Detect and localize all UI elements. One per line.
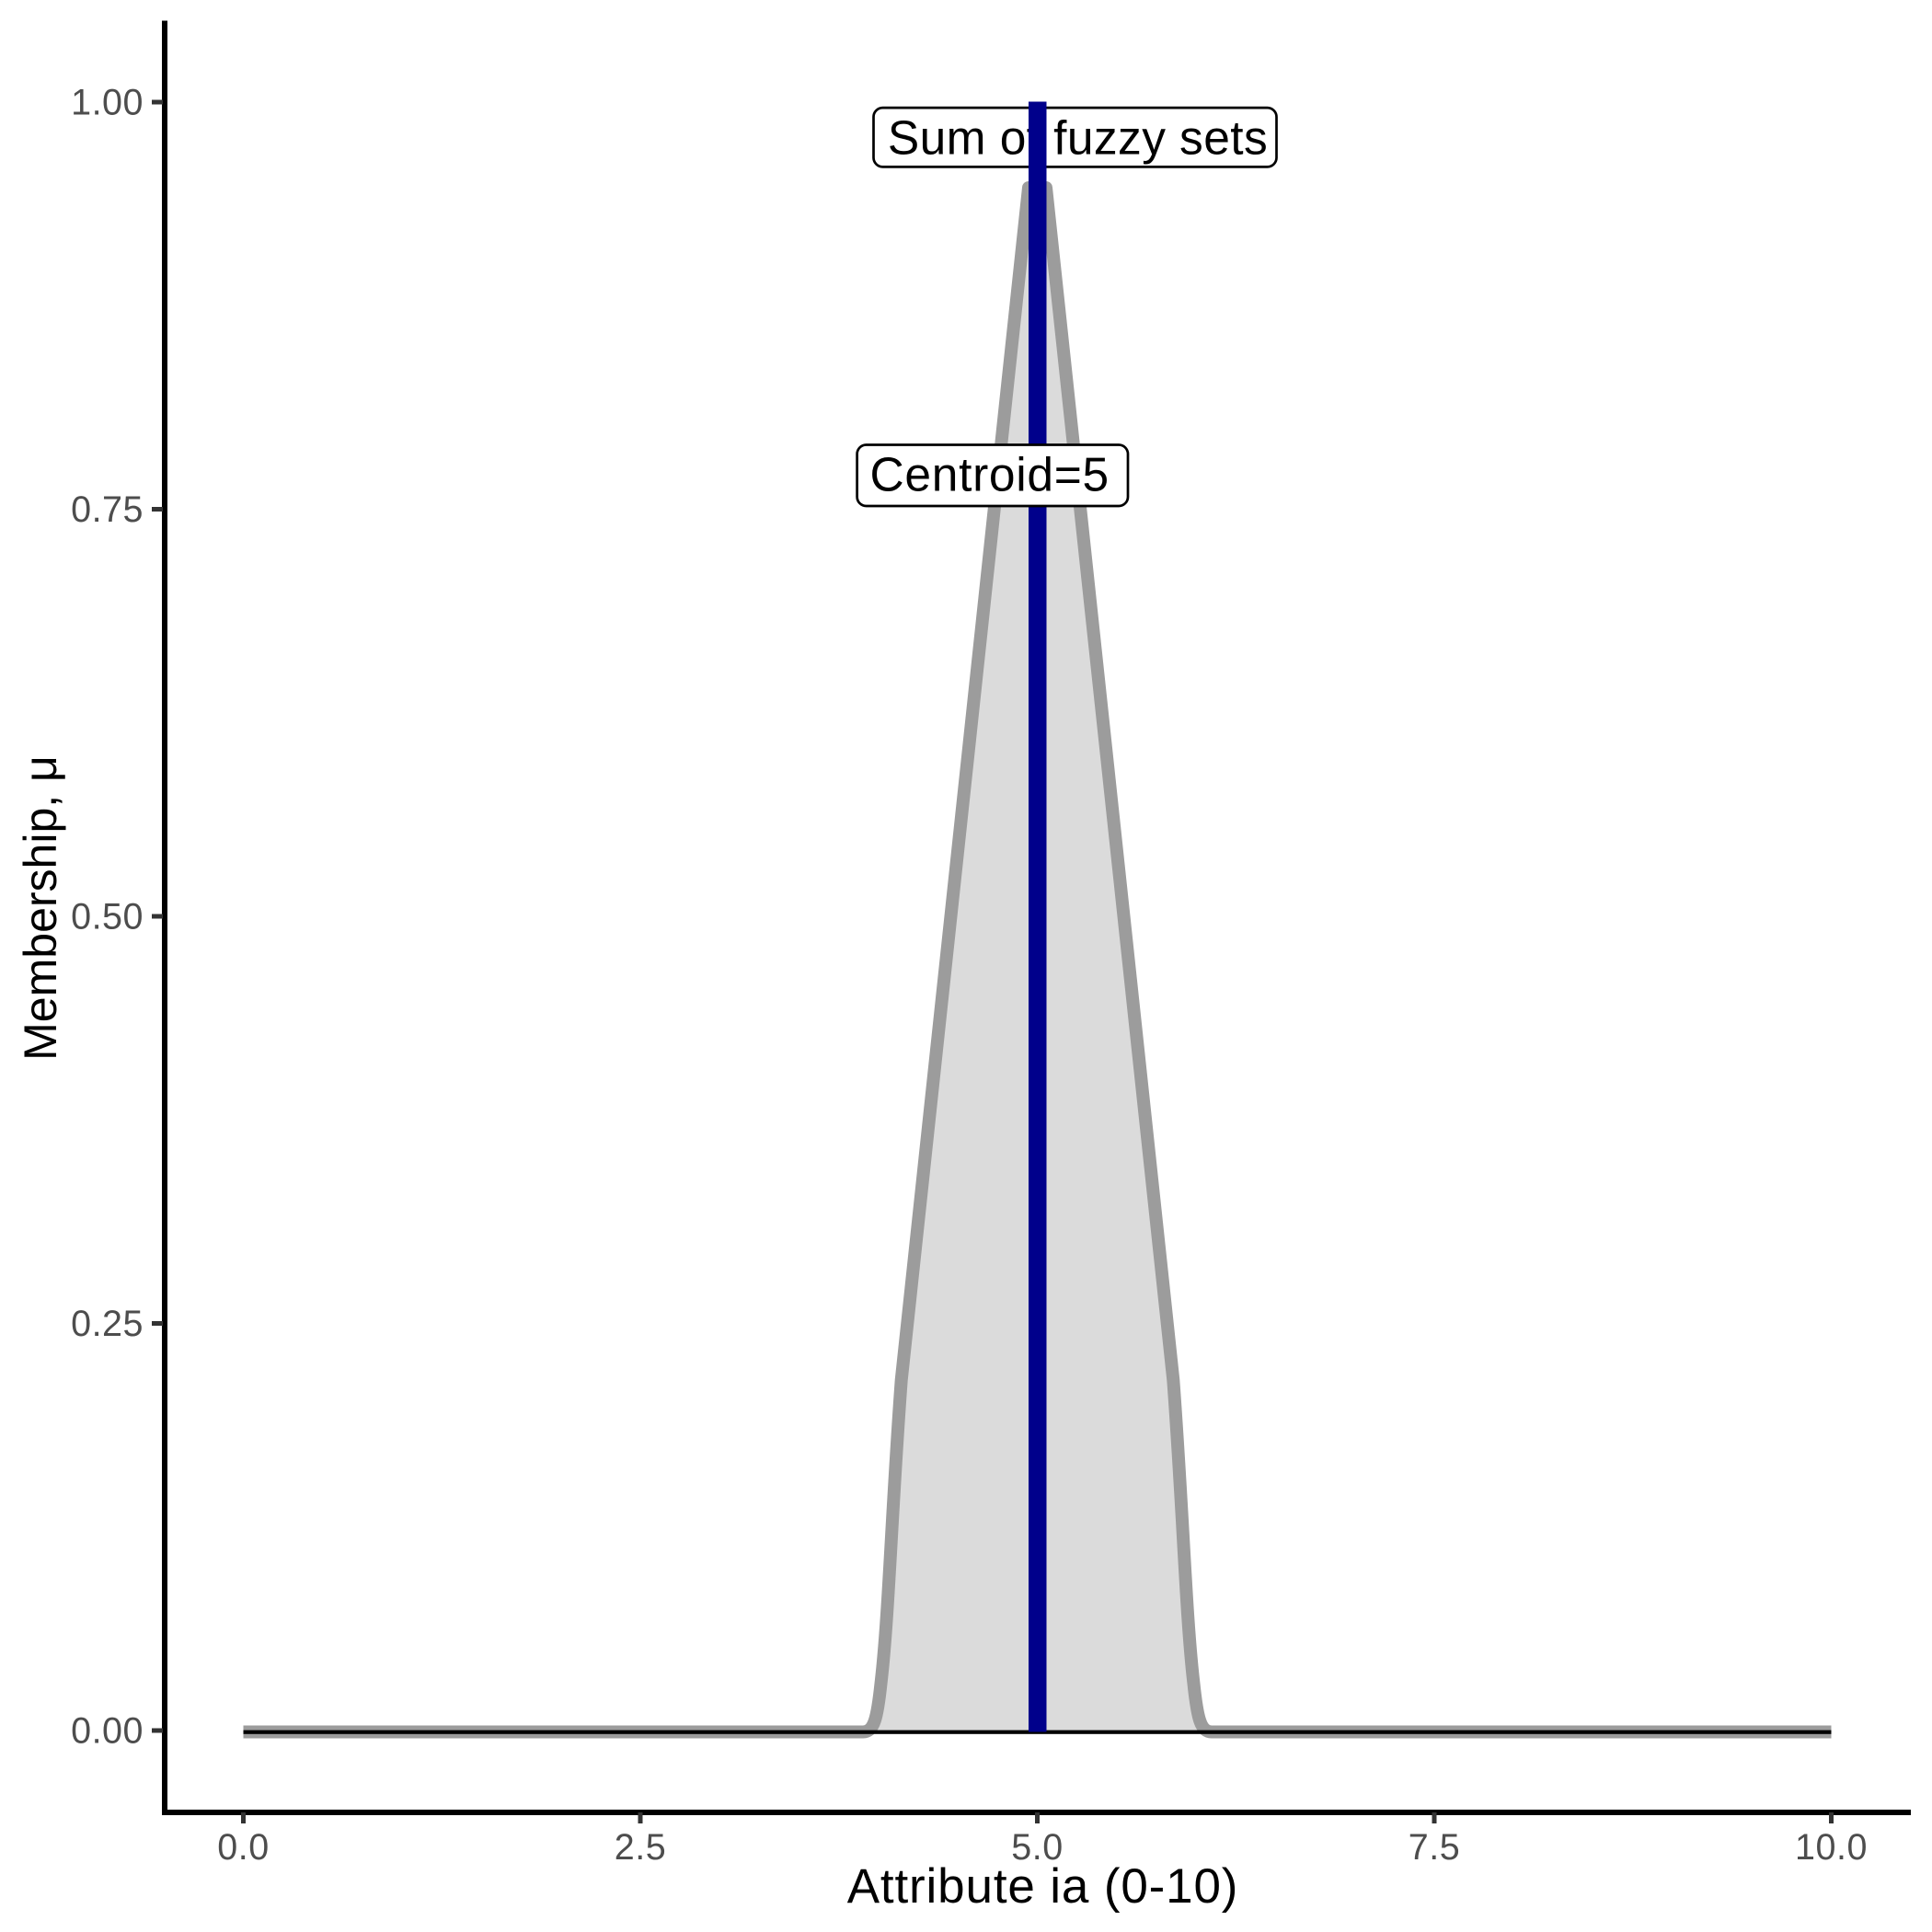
svg-text:0.00: 0.00 [71, 1711, 144, 1752]
svg-text:Sum of fuzzy sets: Sum of fuzzy sets [888, 111, 1268, 165]
svg-text:2.5: 2.5 [615, 1827, 666, 1868]
svg-text:0.25: 0.25 [71, 1304, 144, 1344]
svg-text:0.50: 0.50 [71, 897, 144, 937]
svg-text:Centroid=5: Centroid=5 [870, 448, 1110, 501]
svg-text:0.0: 0.0 [217, 1827, 269, 1868]
svg-text:1.00: 1.00 [71, 83, 144, 123]
svg-text:0.75: 0.75 [71, 489, 144, 530]
svg-text:Attribute ia (0-10): Attribute ia (0-10) [847, 1859, 1239, 1914]
svg-text:Membership, μ: Membership, μ [15, 755, 66, 1061]
svg-text:7.5: 7.5 [1409, 1827, 1460, 1868]
svg-text:10.0: 10.0 [1795, 1827, 1868, 1868]
svg-text:5.0: 5.0 [1011, 1827, 1063, 1868]
